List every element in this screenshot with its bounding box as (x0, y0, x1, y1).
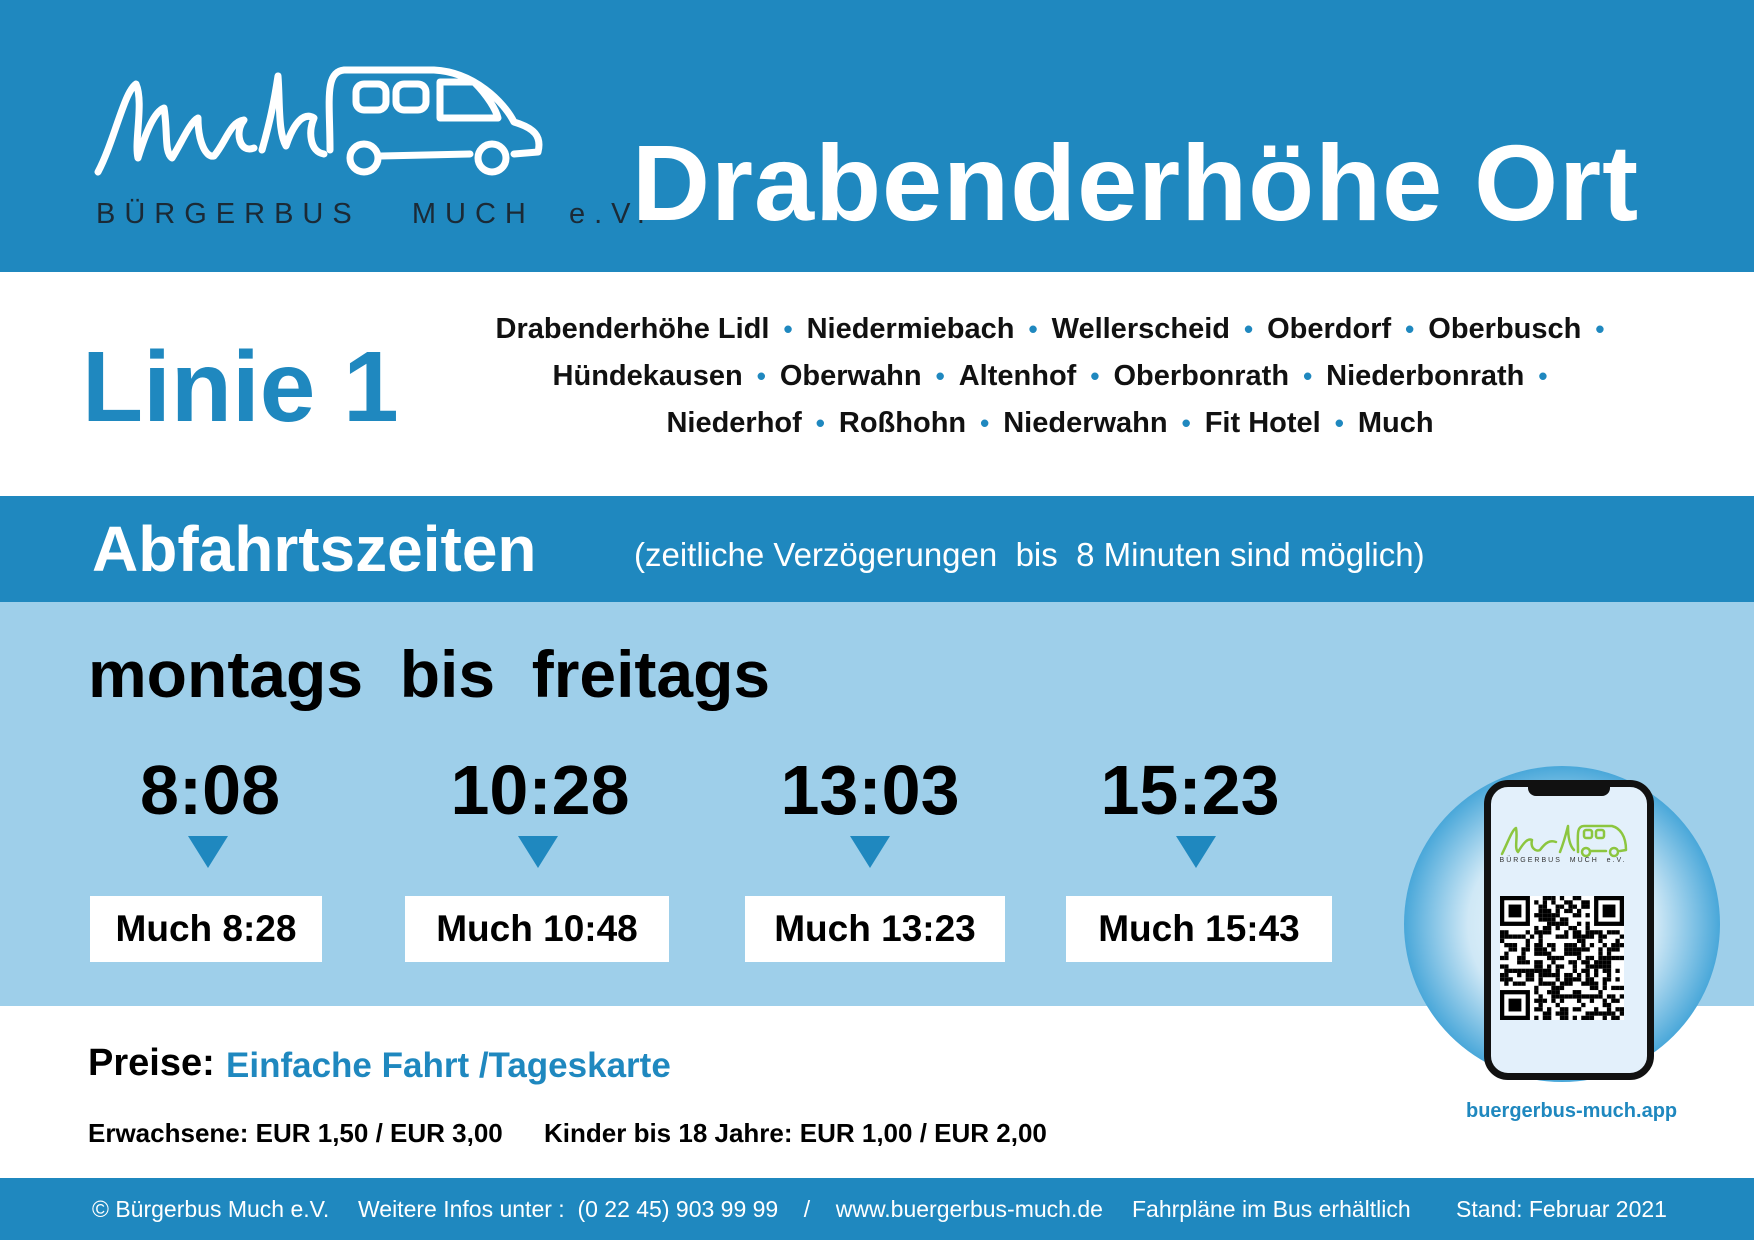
stop-name: Fit Hotel (1204, 407, 1321, 439)
departure-time-value: 8:08 (139, 751, 281, 829)
stop-name: Niederbonrath (1326, 360, 1525, 392)
price-adult: Erwachsene: EUR 1,50 / EUR 3,00 (88, 1118, 503, 1148)
qr-code[interactable] (1500, 896, 1624, 1020)
bullet-icon: • (756, 361, 766, 391)
prices-type: Einfache Fahrt /Tageskarte (226, 1046, 671, 1085)
bullet-icon: • (1181, 408, 1191, 438)
footer-contact[interactable]: Weitere Infos unter : (0 22 45) 903 99 9… (358, 1196, 1103, 1222)
stop-name: Altenhof (958, 360, 1077, 392)
bullet-icon: • (1595, 314, 1605, 344)
stop-name: Oberdorf (1267, 313, 1392, 345)
departures-title: Abfahrtszeiten (92, 513, 537, 585)
bullet-icon: • (980, 408, 990, 438)
delay-note: (zeitliche Verzögerungen bis 8 Minuten s… (634, 536, 1425, 573)
bullet-icon: • (1334, 408, 1344, 438)
arrow-down-icon (1176, 836, 1216, 868)
line-title: Linie 1 (82, 331, 399, 443)
stop-name: Niedermiebach (806, 313, 1015, 345)
arrival-time-box: Much 13:23 (745, 896, 1005, 962)
stop-name: Drabenderhöhe Lidl (495, 313, 770, 345)
bullet-icon: • (1090, 361, 1100, 391)
arrow-down-icon (850, 836, 890, 868)
bullet-icon: • (1243, 314, 1254, 344)
departure-time: 15:23 (1050, 750, 1330, 830)
stop-name: Roßhohn (838, 407, 967, 439)
stop-name: Oberbusch (1428, 313, 1582, 345)
departure-time: 8:08 (70, 750, 350, 830)
bullet-icon: • (1538, 361, 1548, 391)
footer-date: Stand: Februar 2021 (1456, 1196, 1667, 1222)
app-logo-text: BÜRGERBUS MUCH e.V. (1499, 857, 1627, 864)
service-days: montags bis freitags (88, 637, 771, 711)
departure-time-value: 15:23 (1100, 751, 1280, 829)
stop-name: Hündekausen (552, 360, 743, 392)
app-logo (1500, 824, 1628, 858)
stop-list: Drabenderhöhe Lidl • Niedermiebach • Wellers… (410, 306, 1690, 447)
departure-time: 13:03 (730, 750, 1010, 830)
stop-name: Niederwahn (1003, 407, 1168, 439)
departure-time-value: 10:28 (450, 751, 630, 829)
buergerbus-logo (94, 66, 543, 176)
arrival-time-box: Much 15:43 (1066, 896, 1332, 962)
logo-text: BÜRGERBUS MUCH e.V. (96, 198, 654, 230)
phone-notch (1528, 782, 1610, 796)
stop-name: Much (1357, 407, 1434, 439)
prices-label: Preise: (88, 1042, 215, 1084)
app-url-link[interactable]: buergerbus-much.app (1466, 1100, 1678, 1122)
bullet-icon: • (935, 361, 945, 391)
departure-time-value: 13:03 (780, 751, 960, 829)
price-child: Kinder bis 18 Jahre: EUR 1,00 / EUR 2,00 (544, 1118, 1047, 1148)
stop-name: Wellerscheid (1051, 313, 1230, 345)
bullet-icon: • (815, 408, 825, 438)
footer-copyright: © Bürgerbus Much e.V. (92, 1196, 330, 1222)
bullet-icon: • (1028, 314, 1038, 344)
stop-name: Oberbonrath (1113, 360, 1290, 392)
stop-row: Drabenderhöhe Lidl • Niedermiebach • Wellers… (410, 306, 1690, 353)
departure-time: 10:28 (400, 750, 680, 830)
bullet-icon: • (1303, 361, 1313, 391)
departures-header-band (0, 496, 1754, 602)
stop-name: Oberwahn (779, 360, 922, 392)
footer-band (0, 1178, 1754, 1240)
arrival-time-box: Much 10:48 (405, 896, 669, 962)
station-title: Drabenderhöhe Ort (632, 122, 1640, 243)
arrow-down-icon (188, 836, 228, 868)
arrow-down-icon (518, 836, 558, 868)
arrival-time-box: Much 8:28 (90, 896, 322, 962)
stop-name: Niederhof (666, 407, 802, 439)
footer-schedules: Fahrpläne im Bus erhältlich (1132, 1196, 1411, 1222)
bullet-icon: • (783, 314, 793, 344)
route-band (0, 272, 1754, 496)
bullet-icon: • (1405, 314, 1415, 344)
stop-row: Niederhof • Roßhohn • Niederwahn • Fit Hotel • M… (410, 400, 1690, 447)
stop-row: Hündekausen • Oberwahn • Altenhof • Oberbonrat… (410, 353, 1690, 400)
